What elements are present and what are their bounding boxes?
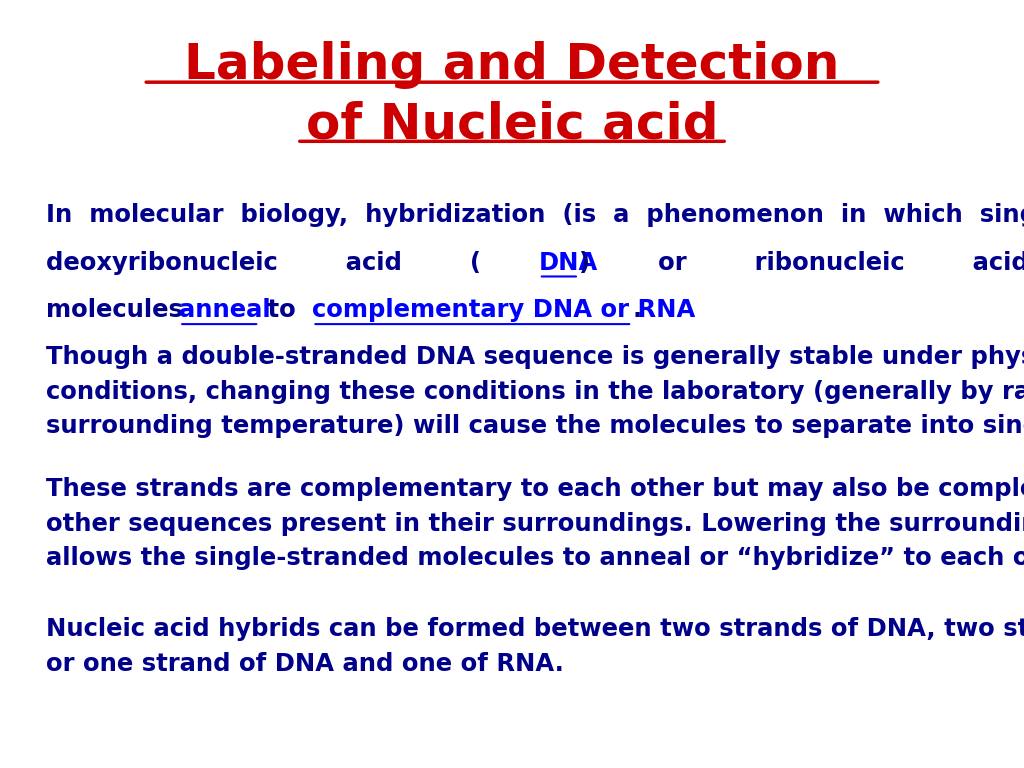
Text: anneal: anneal [179, 298, 271, 323]
Text: molecules: molecules [46, 298, 191, 323]
Text: )        or        ribonucleic        acid        (: ) or ribonucleic acid ( [579, 250, 1024, 275]
Text: .: . [632, 298, 641, 323]
Text: Though a double-stranded DNA sequence is generally stable under physiological
co: Though a double-stranded DNA sequence is… [46, 346, 1024, 438]
Text: In  molecular  biology,  hybridization  (is  a  phenomenon  in  which  single-st: In molecular biology, hybridization (is … [46, 203, 1024, 227]
Text: of Nucleic acid: of Nucleic acid [306, 101, 718, 148]
Text: Nucleic acid hybrids can be formed between two strands of DNA, two strands of RN: Nucleic acid hybrids can be formed betwe… [46, 617, 1024, 676]
Text: These strands are complementary to each other but may also be complementary to
o: These strands are complementary to each … [46, 478, 1024, 570]
Text: complementary DNA or RNA: complementary DNA or RNA [312, 298, 695, 323]
Text: to: to [259, 298, 304, 323]
Text: DNA: DNA [539, 250, 598, 275]
Text: Labeling and Detection: Labeling and Detection [184, 41, 840, 89]
Text: deoxyribonucleic        acid        (: deoxyribonucleic acid ( [46, 250, 481, 275]
